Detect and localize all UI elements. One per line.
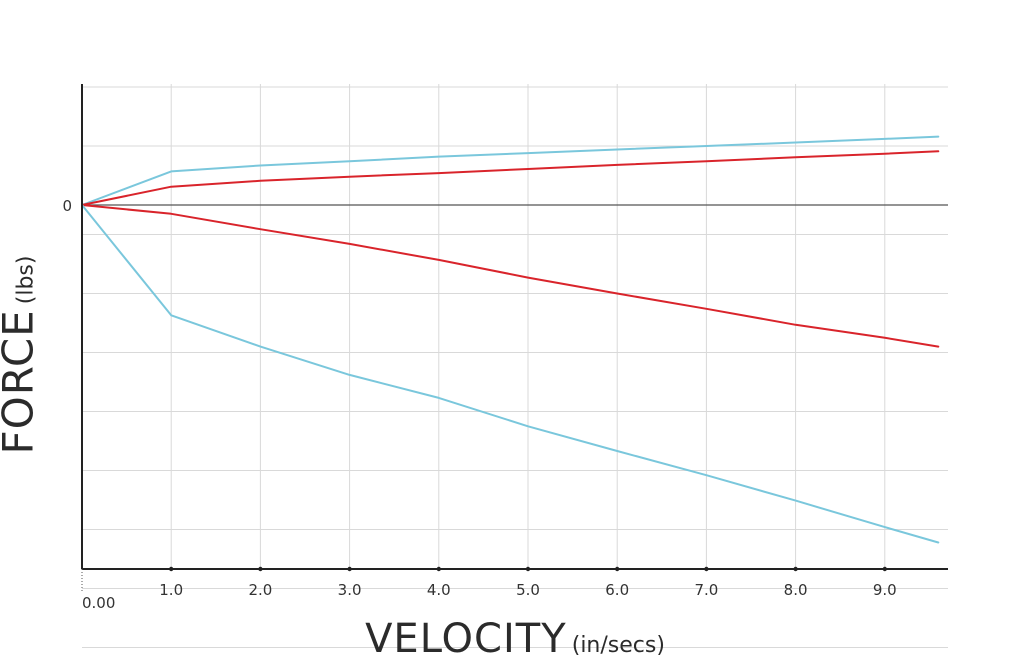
x-tick-label: 1.0 <box>159 581 183 599</box>
y-zero-label: 0 <box>62 197 72 215</box>
y-axis-title: FORCE (lbs) <box>0 256 43 455</box>
x-tick-label: 7.0 <box>694 581 718 599</box>
x-origin-label: 0.00 <box>82 594 115 612</box>
series-line-4 <box>81 204 940 544</box>
x-tick-mark <box>347 566 352 572</box>
x-tick-mark <box>704 566 709 572</box>
y-axis-label: FORCE <box>0 309 43 455</box>
series-group <box>81 135 940 544</box>
x-tick-mark <box>525 566 531 572</box>
series-line-3 <box>81 204 940 348</box>
x-tick-label: 5.0 <box>516 581 540 599</box>
x-tick-mark <box>793 566 798 572</box>
x-tick-mark <box>882 566 887 572</box>
x-tick-label: 9.0 <box>873 581 897 599</box>
x-tick-mark <box>258 566 263 572</box>
x-tick-label: 4.0 <box>427 581 451 599</box>
x-tick-mark <box>169 566 174 572</box>
x-tick-label: 3.0 <box>338 581 362 599</box>
x-tick-mark <box>615 566 620 572</box>
x-tick-mark <box>436 566 441 572</box>
x-axis-unit: (in/secs) <box>571 633 665 658</box>
x-tick-label: 6.0 <box>605 581 629 599</box>
series-line-1 <box>81 135 940 206</box>
series-line-2 <box>81 150 940 206</box>
x-axis-title: VELOCITY (in/secs) <box>365 616 665 662</box>
x-ticks: 1.0 2.0 3.0 4.0 5.0 6.0 7.0 8.0 9.0 <box>159 566 897 599</box>
x-axis-label: VELOCITY <box>365 616 567 662</box>
x-tick-label: 2.0 <box>248 581 272 599</box>
y-axis-unit: (lbs) <box>13 255 39 305</box>
x-tick-label: 8.0 <box>784 581 808 599</box>
